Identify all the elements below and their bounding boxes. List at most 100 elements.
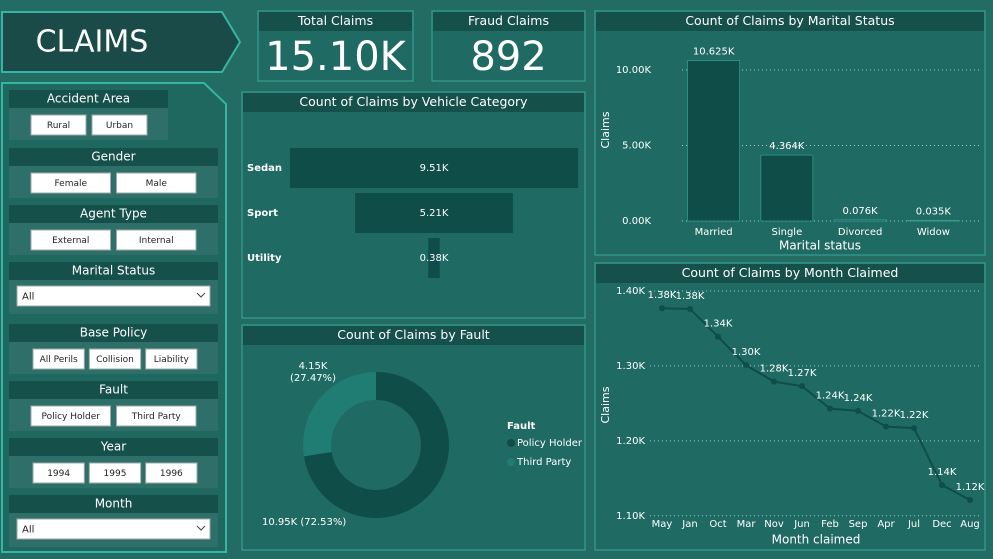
slicer-header bbox=[9, 148, 218, 166]
slicer-button[interactable] bbox=[30, 114, 87, 136]
legend-swatch bbox=[507, 439, 515, 447]
marker bbox=[659, 305, 665, 312]
slicer-button[interactable] bbox=[145, 462, 198, 484]
slicer-option[interactable]: Internal bbox=[139, 236, 174, 246]
y-tick-label: 1.40K bbox=[616, 286, 645, 297]
slicer-header bbox=[9, 438, 218, 456]
slicer-button[interactable] bbox=[116, 229, 197, 251]
slicer-button[interactable] bbox=[30, 405, 111, 427]
x-tick-label: Feb bbox=[821, 519, 839, 530]
legend-label: Third Party bbox=[516, 457, 571, 468]
slicer-title: Base Policy bbox=[80, 326, 148, 340]
value-label: 4.364K bbox=[769, 141, 805, 152]
value-label: 1.27K bbox=[788, 368, 817, 379]
panel-header bbox=[243, 93, 584, 112]
marker bbox=[715, 333, 721, 340]
panel-title: Count of Claims by Marital Status bbox=[685, 13, 894, 28]
legend-title: Fault bbox=[507, 421, 536, 432]
pie-slice bbox=[303, 372, 449, 518]
slicer-title: Accident Area bbox=[47, 92, 130, 106]
marker bbox=[939, 482, 945, 489]
value-label: 10.95K (72.53%) bbox=[262, 517, 347, 528]
slicer-header bbox=[9, 381, 218, 399]
value-label: 10.625K bbox=[693, 47, 735, 58]
header-badge bbox=[1, 11, 242, 73]
kpi-value: 15.10K bbox=[265, 34, 408, 80]
slicer-header bbox=[9, 495, 218, 513]
slicer-header bbox=[9, 262, 218, 280]
y-tick-label: 1.20K bbox=[616, 436, 645, 447]
y-axis-title: Claims bbox=[599, 111, 612, 148]
slicer-option[interactable]: Urban bbox=[106, 121, 133, 131]
slicer-button[interactable] bbox=[116, 405, 197, 427]
marker bbox=[855, 407, 861, 414]
slicer-button[interactable] bbox=[88, 348, 142, 370]
x-tick-label: Nov bbox=[764, 519, 784, 530]
slicer-option[interactable]: Collision bbox=[96, 355, 134, 365]
slicer-button[interactable] bbox=[32, 348, 85, 370]
bar bbox=[760, 154, 814, 222]
category-label: Sport bbox=[247, 208, 278, 219]
x-tick-label: Oct bbox=[709, 519, 726, 530]
pie-slice bbox=[303, 372, 376, 457]
slicer-button[interactable] bbox=[116, 172, 197, 194]
panel-header bbox=[596, 264, 984, 283]
x-tick-label: Widow bbox=[917, 227, 950, 238]
panel-title: Count of Claims by Fault bbox=[337, 327, 490, 342]
slicer-option[interactable]: 1994 bbox=[47, 469, 70, 479]
x-tick-label: Jan bbox=[681, 519, 697, 530]
dropdown-value[interactable]: All bbox=[22, 292, 34, 303]
panel-title: Count of Claims by Month Claimed bbox=[682, 265, 899, 280]
value-label: 1.38K bbox=[648, 290, 677, 301]
slicer-header bbox=[9, 90, 168, 108]
y-axis-title: Claims bbox=[599, 386, 612, 423]
marker bbox=[911, 425, 917, 432]
slicer-option[interactable]: Liability bbox=[154, 355, 190, 365]
bar bbox=[907, 220, 960, 222]
slicer-title: Month bbox=[95, 497, 133, 511]
slicer-button[interactable] bbox=[30, 172, 111, 194]
slicer-button[interactable] bbox=[145, 348, 198, 370]
x-tick-label: Jul bbox=[907, 519, 920, 530]
slicer-option[interactable]: Male bbox=[146, 179, 168, 189]
marker bbox=[827, 405, 833, 412]
bar bbox=[833, 219, 887, 222]
slicer-button[interactable] bbox=[91, 114, 148, 136]
value-label: 1.14K bbox=[928, 467, 957, 478]
dropdown-value[interactable]: All bbox=[22, 525, 34, 536]
y-tick-label: 10.00K bbox=[616, 65, 652, 76]
x-tick-label: Divorced bbox=[838, 227, 882, 238]
dropdown[interactable] bbox=[16, 285, 211, 307]
slicer-option[interactable]: Third Party bbox=[131, 412, 182, 422]
marker bbox=[687, 305, 693, 312]
line bbox=[661, 307, 971, 501]
kpi-value: 892 bbox=[470, 34, 546, 80]
page-title: CLAIMS bbox=[36, 25, 149, 60]
slicer-title: Fault bbox=[99, 383, 128, 397]
slicer-option[interactable]: Female bbox=[54, 179, 87, 189]
x-tick-label: May bbox=[652, 519, 673, 530]
slicer-option[interactable]: Rural bbox=[47, 121, 70, 131]
slicer-button[interactable] bbox=[30, 229, 111, 251]
slicer-option[interactable]: External bbox=[52, 236, 89, 246]
dropdown-arrow[interactable] bbox=[196, 525, 206, 531]
value-label: 1.12K bbox=[956, 482, 985, 493]
dropdown[interactable] bbox=[16, 518, 211, 540]
slicer-option[interactable]: All Perils bbox=[40, 355, 78, 365]
x-tick-label: Aug bbox=[960, 519, 980, 530]
dropdown-arrow[interactable] bbox=[196, 292, 206, 298]
value-label: 1.34K bbox=[704, 319, 733, 330]
slicer-option[interactable]: 1995 bbox=[104, 469, 127, 479]
slicer-option[interactable]: 1996 bbox=[160, 469, 183, 479]
slicer-button[interactable] bbox=[32, 462, 85, 484]
value-label: 1.24K bbox=[816, 391, 845, 402]
value-label: 1.22K bbox=[900, 410, 929, 421]
y-tick-label: 5.00K bbox=[622, 140, 651, 151]
bar bbox=[428, 238, 440, 278]
slicer-title: Gender bbox=[91, 150, 135, 164]
y-tick-label: 0.00K bbox=[622, 216, 651, 227]
slicer-option[interactable]: Policy Holder bbox=[42, 412, 101, 422]
slicer-button[interactable] bbox=[88, 462, 142, 484]
panel-title: Fraud Claims bbox=[468, 13, 549, 28]
